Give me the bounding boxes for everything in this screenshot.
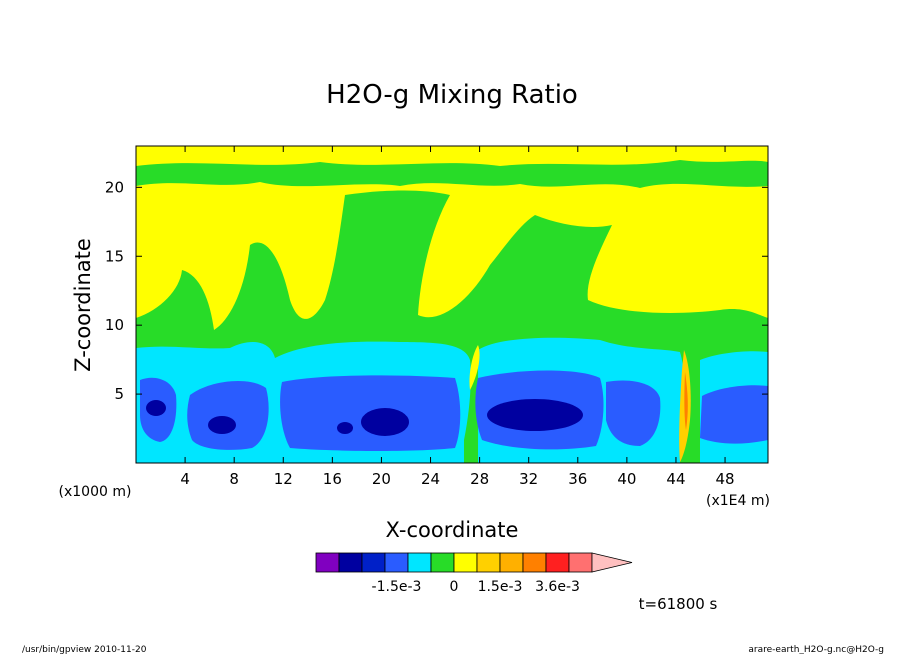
- x-unit-right: (x1E4 m): [706, 493, 770, 509]
- x-tick-label: 8: [229, 470, 239, 488]
- x-axis: 4 8 12 16 20 24 28 32 36 40 44 48: [180, 146, 735, 488]
- colorbar-swatch: [361, 552, 386, 573]
- y-tick-label: 15: [105, 247, 124, 265]
- x-tick-label: 28: [470, 470, 489, 488]
- x-tick-label: 4: [180, 470, 190, 488]
- x-tick-label: 20: [372, 470, 391, 488]
- footer-right: arare-earth_H2O-g.nc@H2O-g: [748, 645, 884, 654]
- x-tick-label: 16: [323, 470, 342, 488]
- field-core-2: [208, 416, 236, 434]
- x-tick-label: 36: [568, 470, 587, 488]
- colorbar-extend-arrow: [591, 552, 633, 573]
- footer-left: /usr/bin/gpview 2010-11-20: [22, 645, 147, 654]
- colorbar-swatch: [568, 552, 593, 573]
- colorbar-swatch: [476, 552, 501, 573]
- field-core-5: [487, 399, 583, 431]
- y-tick-label: 10: [105, 316, 124, 334]
- plot-frame: [135, 145, 769, 464]
- colorbar-swatch: [407, 552, 432, 573]
- x-tick-label: 44: [666, 470, 685, 488]
- contour-field: [136, 146, 768, 463]
- x-tick-label: 40: [617, 470, 636, 488]
- colorbar-swatch: [522, 552, 547, 573]
- colorbar-tick-label: 0: [450, 579, 459, 595]
- colorbar-swatch: [430, 552, 455, 573]
- chart-title: H2O-g Mixing Ratio: [326, 80, 578, 110]
- colorbar-tick-label: 1.5e-3: [478, 579, 523, 595]
- field-green-upper: [136, 160, 768, 188]
- y-axis: 5 10 15 20: [105, 178, 768, 403]
- colorbar-swatch: [384, 552, 409, 573]
- field-blue-blob-5: [606, 380, 661, 446]
- field-core-4: [337, 422, 353, 434]
- colorbar-swatch: [338, 552, 363, 573]
- field-blue-blob-6: [700, 385, 768, 444]
- x-tick-label: 48: [716, 470, 735, 488]
- y-axis-label: Z-coordinate: [71, 238, 95, 372]
- colorbar-tick-label: 3.6e-3: [535, 579, 580, 595]
- colorbar-tick-label: -1.5e-3: [372, 579, 422, 595]
- time-label: t=61800 s: [639, 595, 718, 613]
- field-max-orange: [684, 372, 688, 430]
- y-tick-label: 20: [105, 178, 124, 196]
- x-tick-label: 32: [519, 470, 538, 488]
- field-core-1: [146, 400, 166, 416]
- colorbar-swatch: [453, 552, 478, 573]
- x-axis-label: X-coordinate: [386, 518, 519, 542]
- x-tick-label: 24: [421, 470, 440, 488]
- field-yellow-streak: [469, 345, 480, 390]
- field-blue-blob-2: [187, 380, 269, 450]
- x-tick-label: 12: [274, 470, 293, 488]
- field-core-3: [361, 408, 409, 436]
- colorbar-swatch: [499, 552, 524, 573]
- colorbar-swatch: [545, 552, 570, 573]
- x-unit-left: (x1000 m): [59, 484, 132, 500]
- y-tick-label: 5: [114, 385, 124, 403]
- colorbar: -1.5e-3 0 1.5e-3 3.6e-3: [315, 552, 633, 595]
- colorbar-swatch: [315, 552, 340, 573]
